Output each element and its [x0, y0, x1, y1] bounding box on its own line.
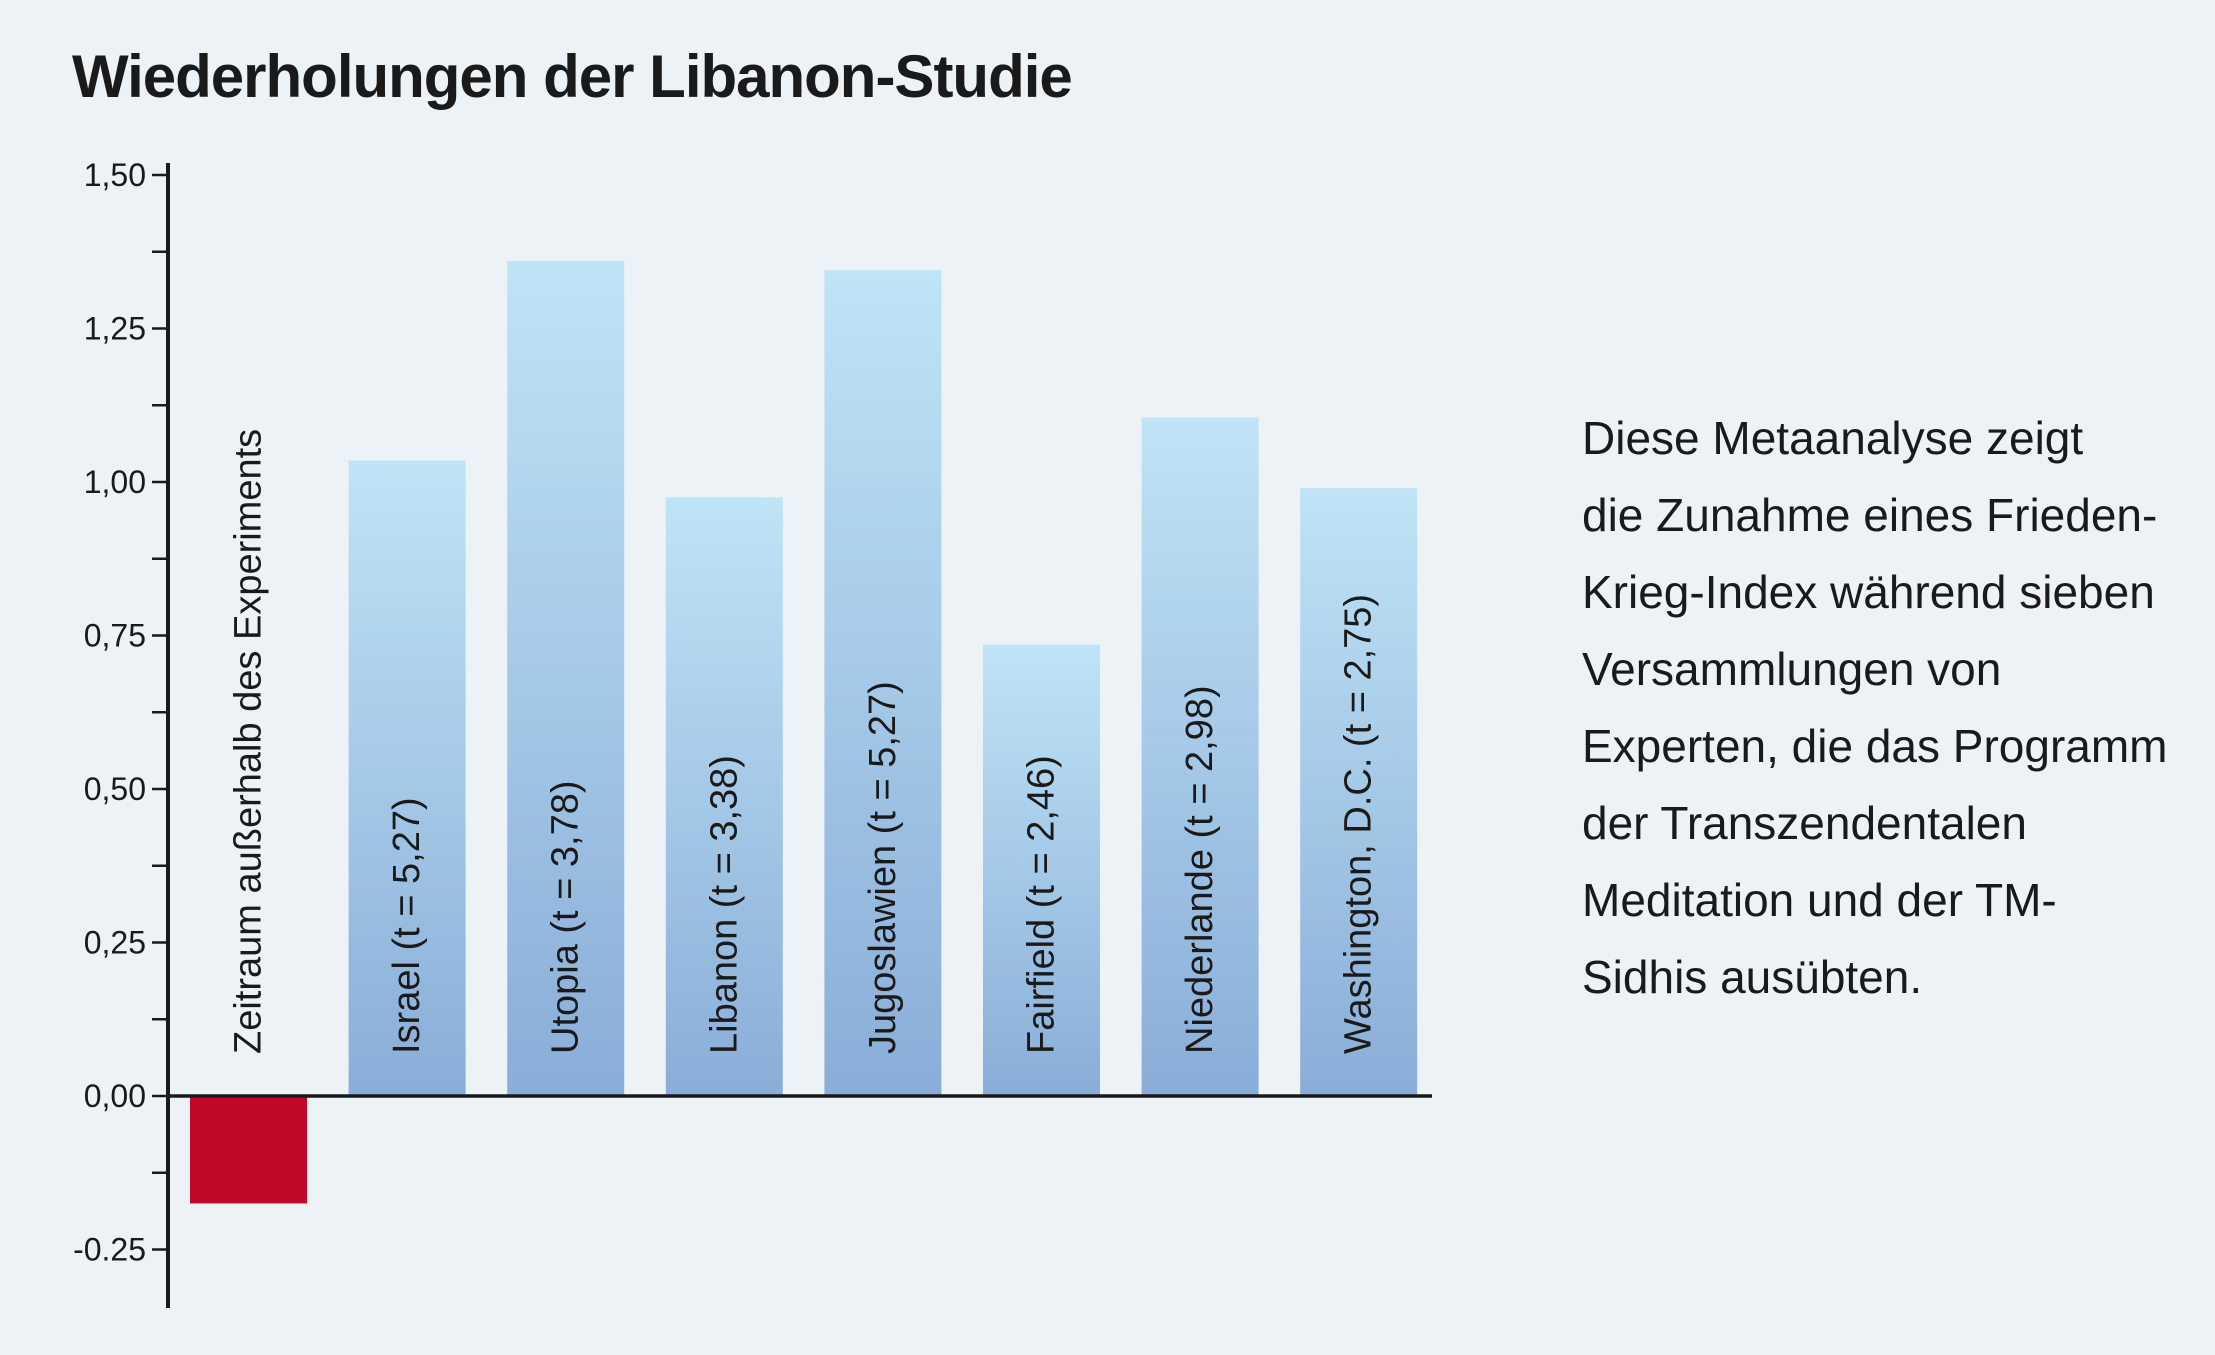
description-line: Experten, die das Programm: [1582, 720, 2168, 772]
bar-label: Fairfield (t = 2,46): [1021, 755, 1063, 1054]
y-tick-label: 1,50: [84, 157, 146, 193]
bar-label: Niederlande (t = 2,98): [1179, 685, 1221, 1054]
y-tick-label: 1,00: [84, 464, 146, 500]
description-line: Meditation und der TM-: [1582, 874, 2057, 926]
bar-label: Utopia (t = 3,78): [545, 780, 587, 1054]
bar-6: [1141, 417, 1259, 1096]
bar-label: Washington, D.C. (t = 2,75): [1338, 594, 1380, 1054]
description-line: der Transzendentalen: [1582, 797, 2027, 849]
y-tick-label: 0,25: [84, 925, 146, 961]
chart-title: Wiederholungen der Libanon-Studie: [72, 43, 1073, 110]
bar-1: [348, 460, 466, 1096]
y-tick-label: 0,75: [84, 618, 146, 654]
description-text: Diese Metaanalyse zeigt die Zunahme eines…: [1582, 400, 2202, 1016]
bar-3: [665, 497, 783, 1097]
description-line: Sidhis ausübten.: [1582, 951, 1923, 1003]
bar-labels-layer: Zeitraum außerhalb des Experiments Israel…: [228, 429, 1380, 1054]
y-tick-label: 1,25: [84, 311, 146, 347]
bars-layer: [190, 260, 1418, 1204]
y-tick-label: -0.25: [73, 1232, 146, 1268]
description-line: Diese Metaanalyse zeigt: [1582, 412, 2084, 464]
bar-label: Jugoslawien (t = 5,27): [862, 681, 904, 1054]
bar-0: [190, 1096, 307, 1204]
description-line: Krieg-Index während sieben: [1582, 566, 2155, 618]
y-tick-label: 0,50: [84, 771, 146, 807]
bar-5: [983, 644, 1100, 1096]
bar-2: [507, 260, 625, 1097]
bar-label: Israel (t = 5,27): [386, 797, 428, 1054]
axis-layer: -0.25 0,00 0,25 0,50 0,75 1,00 1,25 1,50: [73, 157, 1432, 1308]
bar-label: Zeitraum außerhalb des Experiments: [228, 429, 270, 1054]
description-line: Versammlungen von: [1582, 643, 2002, 695]
bar-4: [824, 270, 942, 1096]
y-tick-label: 0,00: [84, 1078, 146, 1114]
description-line: die Zunahme eines Frieden-: [1582, 489, 2158, 541]
bar-label: Libanon (t = 3,38): [703, 755, 745, 1054]
bar-7: [1300, 488, 1418, 1096]
